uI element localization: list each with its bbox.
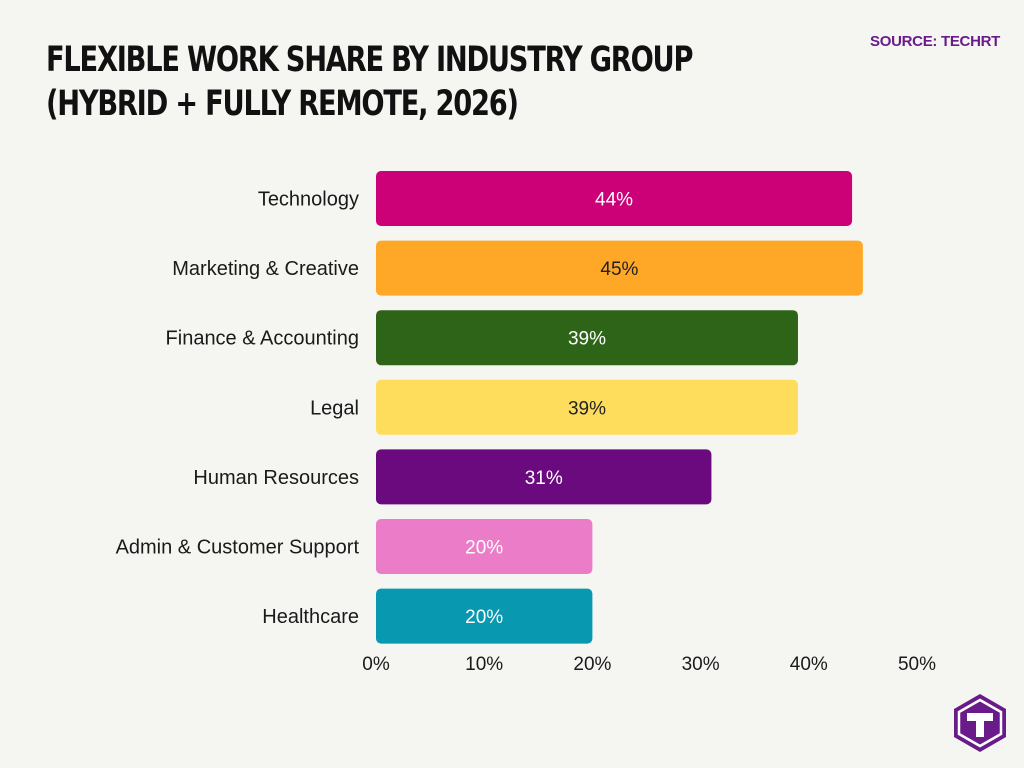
value-label-technology: 44%: [595, 190, 633, 211]
chart-title: FLEXIBLE WORK SHARE BY INDUSTRY GROUP (H…: [46, 38, 693, 126]
value-label-healthcare: 20%: [465, 607, 503, 628]
value-label-admin-customer-support: 20%: [465, 538, 503, 559]
x-tick-label-10: 10%: [465, 654, 503, 675]
chart-title-line-1: FLEXIBLE WORK SHARE BY INDUSTRY GROUP: [46, 40, 693, 80]
source-label: SOURCE: TECHRT: [870, 33, 1000, 50]
category-label-human-resources: Human Resources: [193, 467, 359, 489]
techrt-logo-icon: [954, 694, 1006, 752]
category-label-healthcare: Healthcare: [262, 606, 359, 628]
bar-marketing-creative: [376, 240, 863, 296]
x-tick-label-30: 30%: [682, 654, 720, 675]
category-label-admin-customer-support: Admin & Customer Support: [116, 537, 360, 559]
bar-legal: [376, 379, 798, 435]
category-label-legal: Legal: [310, 397, 359, 419]
bar-admin-customer-support: [376, 519, 593, 574]
x-tick-label-40: 40%: [790, 654, 828, 675]
bar-healthcare: [376, 588, 593, 644]
bar-human-resources: [376, 449, 712, 505]
bar-technology: [376, 171, 853, 226]
value-label-human-resources: 31%: [525, 468, 563, 489]
value-label-finance-accounting: 39%: [568, 329, 606, 350]
category-label-finance-accounting: Finance & Accounting: [166, 328, 359, 350]
bar-finance-accounting: [376, 310, 798, 366]
x-tick-label-0: 0%: [362, 654, 390, 675]
value-label-marketing-creative: 45%: [600, 259, 638, 280]
category-label-technology: Technology: [258, 189, 359, 211]
x-tick-label-50: 50%: [898, 654, 936, 675]
chart-title-line-2: (HYBRID + FULLY REMOTE, 2026): [46, 84, 519, 124]
logo-hexagon-inner: [957, 698, 1003, 748]
x-tick-label-20: 20%: [573, 654, 611, 675]
value-label-legal: 39%: [568, 398, 606, 419]
logo-t-glyph: [967, 713, 993, 737]
category-label-marketing-creative: Marketing & Creative: [172, 258, 359, 280]
